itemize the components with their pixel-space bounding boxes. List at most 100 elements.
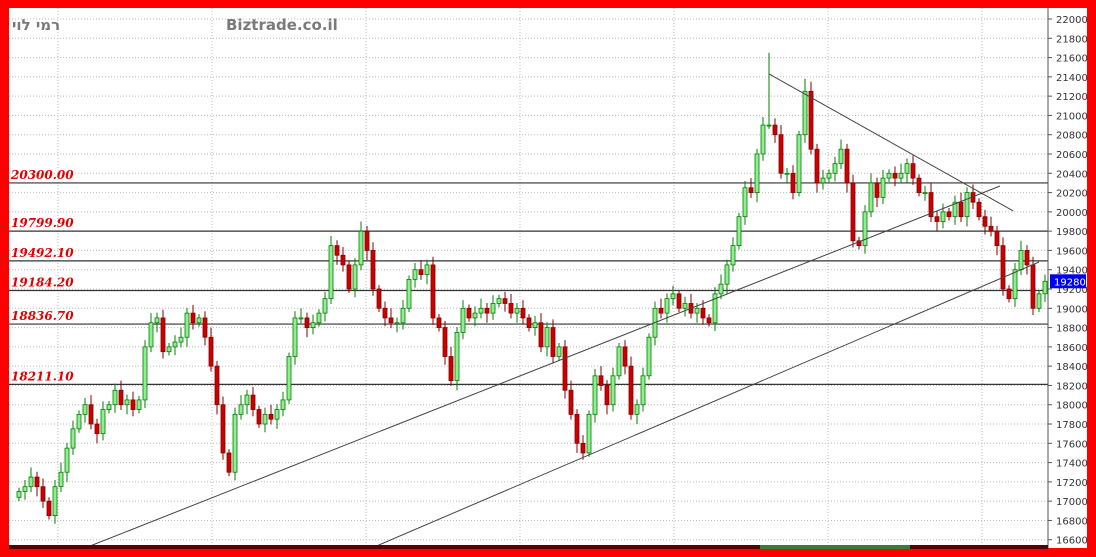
author-label: רמי לוי <box>12 16 61 34</box>
candle-up <box>460 307 466 333</box>
last-price-badge <box>1050 274 1086 289</box>
y-tick-label: 20800 <box>1056 131 1088 142</box>
candle-up <box>880 177 886 198</box>
candle-up <box>682 303 688 309</box>
candle-down <box>430 264 436 319</box>
candle-down <box>88 404 94 425</box>
candle-down <box>994 230 1000 247</box>
y-tick-label: 18800 <box>1056 324 1088 335</box>
candle-up <box>316 312 322 324</box>
candle-up <box>1036 293 1042 309</box>
candle-up <box>172 341 178 348</box>
candle-down <box>1024 250 1030 266</box>
candle-down <box>256 409 262 425</box>
candle-down <box>850 182 856 242</box>
level-label: 18836.70 <box>11 309 74 323</box>
candle-up <box>1018 250 1024 271</box>
candle-up <box>70 428 76 449</box>
candle-up <box>820 177 826 184</box>
candle-down <box>910 163 916 179</box>
candle-down <box>130 399 136 410</box>
candle-down <box>778 134 784 174</box>
candle-up <box>712 293 718 324</box>
candle-up <box>556 346 562 357</box>
candle-down <box>340 254 346 266</box>
candle-down <box>844 148 850 184</box>
candle-down <box>622 346 628 367</box>
candle-down <box>34 476 40 488</box>
candle-up <box>886 172 892 179</box>
y-tick-label: 20400 <box>1056 169 1088 180</box>
level-label: 20300.00 <box>10 168 74 182</box>
last-price-label: 19280 <box>1054 277 1086 288</box>
candle-up <box>148 322 154 348</box>
candle-down <box>370 250 376 290</box>
candle-up <box>310 322 316 328</box>
candle-up <box>964 192 970 218</box>
candle-up <box>16 491 22 498</box>
candle-down <box>94 423 100 435</box>
candle-up <box>64 447 70 473</box>
y-tick-label: 18200 <box>1056 381 1088 392</box>
candle-up <box>412 269 418 280</box>
y-tick-label: 19600 <box>1056 246 1088 257</box>
candle-down <box>190 312 196 324</box>
candle-up <box>184 312 190 338</box>
candle-up <box>766 124 772 127</box>
candle-up <box>82 404 88 415</box>
candle-down <box>40 486 46 502</box>
candle-up <box>730 245 736 266</box>
candle-up <box>592 375 598 415</box>
candle-up <box>640 375 646 406</box>
candle-down <box>808 90 814 150</box>
candle-up <box>718 283 724 295</box>
candle-up <box>586 413 592 454</box>
candle-up <box>610 375 616 406</box>
candle-up <box>142 346 148 401</box>
candle-up <box>952 201 958 218</box>
candle-down <box>520 307 526 319</box>
candle-down <box>916 177 922 193</box>
candle-down <box>334 245 340 256</box>
candle-down <box>550 327 556 357</box>
candle-up <box>490 303 496 314</box>
candle-down <box>946 211 952 218</box>
candle-down <box>382 307 388 319</box>
candle-down <box>508 303 514 314</box>
candle-down <box>502 298 508 304</box>
candle-down <box>748 187 754 193</box>
y-tick-label: 19400 <box>1056 266 1088 277</box>
candle-down <box>1030 264 1036 309</box>
candle-down <box>448 356 454 382</box>
candle-down <box>226 452 232 473</box>
candle-up <box>478 307 484 314</box>
candle-down <box>700 307 706 319</box>
y-tick-label: 22000 <box>1056 15 1088 26</box>
candle-up <box>76 413 82 430</box>
candle-up <box>760 124 766 155</box>
candle-up <box>514 307 520 314</box>
candle-up <box>802 90 808 136</box>
candle-up <box>634 404 640 415</box>
candle-up <box>28 476 34 488</box>
candle-up <box>742 187 748 218</box>
candle-down <box>484 307 490 314</box>
candle-up <box>544 327 550 348</box>
candle-down <box>304 317 310 328</box>
candle-up <box>124 399 130 406</box>
y-tick-label: 21400 <box>1056 73 1088 84</box>
candle-down <box>1000 245 1006 290</box>
y-tick-label: 20000 <box>1056 208 1088 219</box>
candle-down <box>526 317 532 328</box>
candle-down <box>934 216 940 222</box>
candle-up <box>832 163 838 174</box>
candle-down <box>568 389 574 415</box>
candle-up <box>532 322 538 328</box>
candle-down <box>580 442 586 454</box>
candle-up <box>238 404 244 415</box>
candle-down <box>160 317 166 353</box>
candle-up <box>496 298 502 304</box>
candle-up <box>922 192 928 194</box>
candle-up <box>274 409 280 420</box>
